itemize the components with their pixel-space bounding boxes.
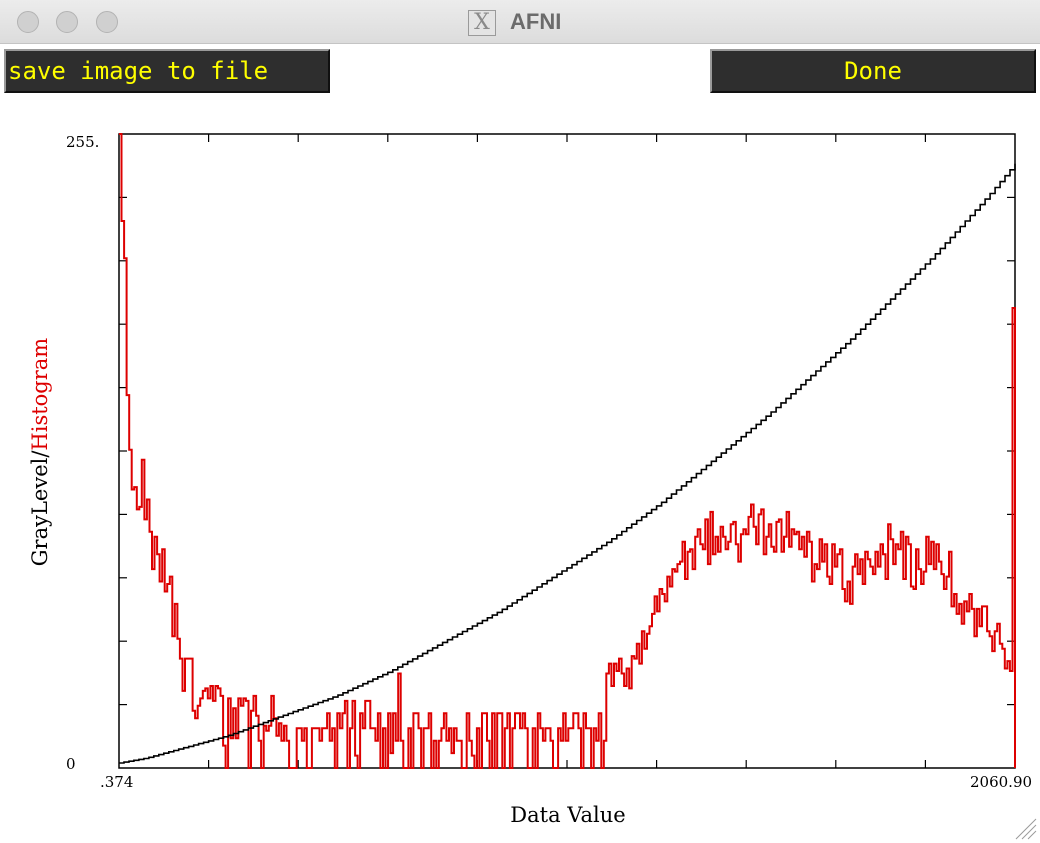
done-button[interactable]: Done xyxy=(710,49,1036,93)
x-min-tick-label: .374 xyxy=(100,773,133,791)
y-axis-label-histogram: Histogram xyxy=(28,338,52,451)
x-max-tick-label: 2060.90 xyxy=(970,773,1032,791)
y-top-tick-label: 255. xyxy=(66,133,99,151)
axis-ticks xyxy=(119,134,1015,768)
save-image-button[interactable]: save image to file xyxy=(4,49,330,93)
histogram-series xyxy=(119,133,1016,769)
window-titlebar: X AFNI xyxy=(0,0,1040,44)
minimize-window-button[interactable] xyxy=(56,11,78,33)
window-title: AFNI xyxy=(510,9,562,34)
graylevel-series xyxy=(119,163,1016,764)
y-axis-label: GrayLevel/Histogram xyxy=(28,338,52,567)
y-axis-label-graylevel: GrayLevel/ xyxy=(28,450,52,567)
close-window-button[interactable] xyxy=(17,11,39,33)
y-bottom-tick-label: 0 xyxy=(66,755,76,773)
resize-grip-icon[interactable] xyxy=(1012,815,1038,841)
zoom-window-button[interactable] xyxy=(96,11,118,33)
x-axis-label: Data Value xyxy=(510,803,625,827)
x11-icon: X xyxy=(468,10,496,36)
plot-frame xyxy=(118,133,1016,769)
